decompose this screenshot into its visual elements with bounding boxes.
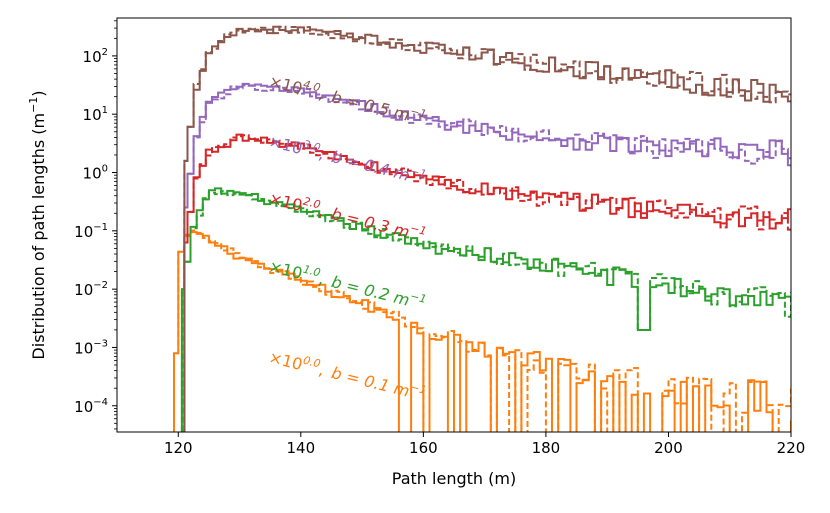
x-tick-label: 180: [532, 439, 561, 457]
y-tick-label: 100: [83, 164, 108, 183]
label-unit-exponent: −1: [409, 380, 428, 397]
y-tick-base: 10: [74, 398, 93, 416]
series-0.4-solid-line: [183, 82, 791, 432]
label-exponent: 3.0: [302, 138, 322, 155]
label-unit-exponent: −1: [409, 164, 428, 181]
y-tick-exponent: −4: [93, 397, 108, 408]
y-tick-exponent: −1: [93, 222, 108, 233]
y-tick-exponent: −2: [93, 280, 108, 291]
y-tick-exponent: 1: [102, 105, 108, 116]
y-tick-label: 10−4: [74, 397, 108, 416]
label-unit-exponent: −1: [409, 289, 428, 306]
y-axis-label-text: Distribution of path lengths (m: [29, 113, 48, 360]
y-tick-label: 10−3: [74, 338, 108, 357]
x-axis-ticks: 120 140 160 180 200 220: [164, 432, 805, 457]
x-tick-label: 140: [286, 439, 315, 457]
x-tick-label: 160: [409, 439, 438, 457]
x-tick-label: 120: [164, 439, 193, 457]
series-0.4-dashed-line: [183, 84, 791, 432]
label-exponent: 4.0: [302, 78, 322, 95]
y-tick-label: 102: [83, 47, 108, 66]
series-layer: [173, 25, 791, 432]
y-tick-exponent: 2: [102, 47, 108, 58]
label-exponent: 1.0: [302, 263, 322, 280]
y-tick-base: 10: [83, 165, 102, 183]
label-comma: ,: [317, 144, 327, 164]
y-axis-label-sup: −1: [27, 97, 40, 113]
y-tick-label: 10−1: [74, 222, 108, 241]
y-tick-label: 10−2: [74, 280, 108, 299]
y-tick-exponent: 0: [102, 164, 108, 175]
y-tick-base: 10: [74, 339, 93, 357]
axes-frame: [116, 17, 792, 433]
label-comma: ,: [317, 269, 327, 289]
label-comma: ,: [317, 201, 327, 221]
label-exponent: 2.0: [302, 195, 322, 212]
label-exponent: 0.0: [302, 354, 322, 371]
x-tick-label: 200: [654, 439, 683, 457]
y-tick-base: 10: [83, 48, 102, 66]
y-tick-base: 10: [74, 223, 93, 241]
series-0.5-solid-line: [183, 25, 791, 432]
y-tick-base: 10: [74, 281, 93, 299]
x-axis-label: Path length (m): [392, 469, 516, 488]
y-axis-label: Distribution of path lengths (m−1): [27, 90, 48, 359]
label-comma: ,: [317, 360, 327, 380]
y-tick-label: 101: [83, 105, 108, 124]
label-unit-exponent: −1: [409, 221, 428, 238]
series-0.1-dashed-line: [173, 229, 791, 432]
series-0.5-dashed-line: [183, 25, 791, 432]
y-tick-exponent: −3: [93, 338, 108, 349]
series-0.1-solid-line: [173, 231, 791, 432]
series-0.3-solid-line: [183, 133, 791, 432]
x-tick-label: 220: [777, 439, 806, 457]
y-axis-label-close: ): [29, 90, 48, 96]
label-unit-exponent: −1: [409, 104, 428, 121]
series-0.2-dashed-line: [180, 190, 791, 432]
y-tick-base: 10: [83, 106, 102, 124]
label-comma: ,: [317, 84, 327, 104]
series-0.3-dashed-line: [183, 134, 791, 432]
